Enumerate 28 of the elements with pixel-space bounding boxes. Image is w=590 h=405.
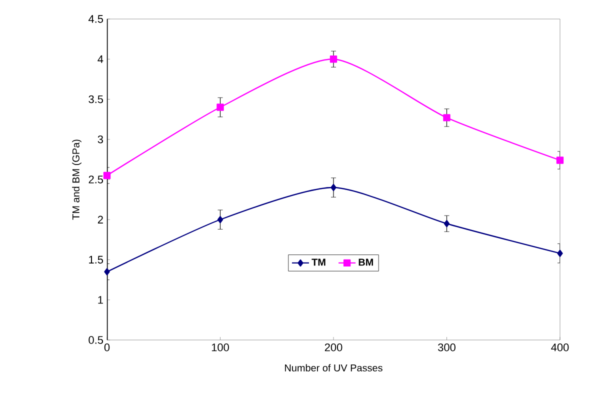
y-tick-label: 1 — [98, 296, 103, 304]
legend-label: TM — [312, 258, 326, 266]
point — [217, 216, 224, 224]
x-tick-label: 200 — [324, 344, 342, 352]
y-tick-label: 4 — [98, 55, 104, 63]
point — [557, 250, 563, 257]
point — [103, 172, 111, 180]
x-axis-title: Number of UV Passes — [285, 364, 382, 372]
point — [104, 268, 110, 276]
point — [444, 220, 450, 228]
point — [556, 156, 564, 164]
x-tick-label: 0 — [104, 344, 110, 352]
point — [330, 184, 336, 192]
x-tick-label: 400 — [551, 344, 569, 352]
y-tick-label: 2 — [98, 216, 103, 224]
y-tick-label: 1.5 — [89, 256, 104, 264]
legend-label: BM — [358, 258, 373, 266]
x-tick-label: 100 — [212, 344, 229, 352]
y-tick-label: 4.5 — [88, 15, 104, 23]
y-tick-label: 2.5 — [88, 176, 104, 184]
y-tick-label: 3.5 — [88, 95, 104, 104]
y-tick-label: 0.5 — [88, 336, 104, 344]
y-tick-label: 3 — [98, 136, 103, 144]
point — [216, 104, 224, 111]
point — [330, 56, 338, 63]
x-tick-label: 300 — [438, 344, 456, 352]
y-axis-title: TM and BM (GPa) — [72, 140, 82, 220]
point — [443, 114, 450, 122]
